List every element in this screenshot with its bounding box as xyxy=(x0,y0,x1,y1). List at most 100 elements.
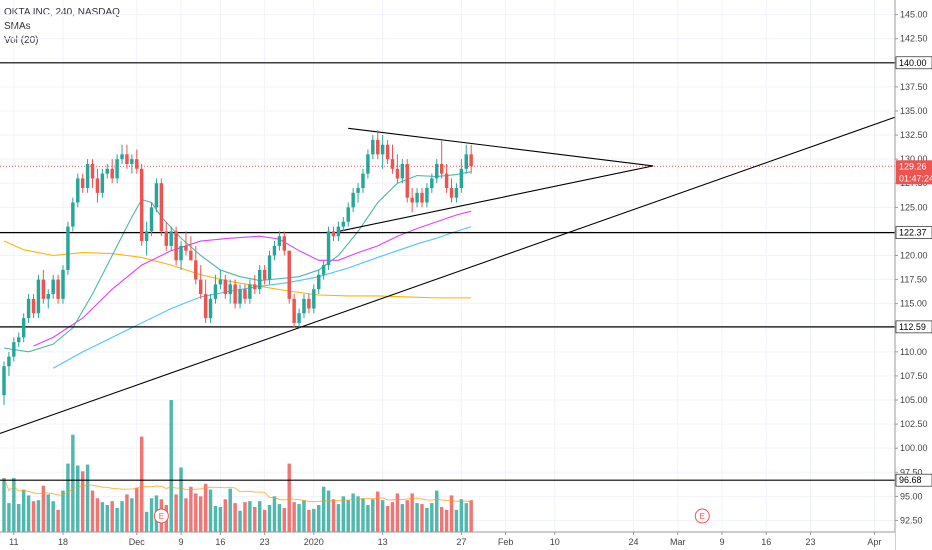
earnings-event-marker: E xyxy=(694,508,710,524)
candle-body xyxy=(253,284,257,290)
candle-body xyxy=(76,178,80,203)
volume-bar xyxy=(430,503,434,532)
y-tick-label: 97.50 xyxy=(900,467,923,477)
candle-body xyxy=(444,173,449,189)
volume-bar xyxy=(253,506,257,532)
x-tick-label: 2020 xyxy=(304,537,324,547)
earnings-event-label: E xyxy=(159,512,164,521)
candles xyxy=(2,130,473,405)
x-tick-label: 16 xyxy=(761,537,771,547)
volume-bar xyxy=(390,502,395,532)
candle-body xyxy=(366,154,370,174)
candle-body xyxy=(198,279,203,295)
volume-bar xyxy=(76,465,80,532)
y-tick-label: 132.50 xyxy=(900,130,928,140)
volume-bar xyxy=(469,500,473,532)
candle-body xyxy=(203,294,208,319)
candle-body xyxy=(356,188,360,193)
candle-body xyxy=(267,255,272,280)
candle-body xyxy=(223,279,228,295)
volume-bar xyxy=(228,488,232,532)
volume-bar xyxy=(208,489,213,532)
candle-body xyxy=(425,188,429,203)
y-tick-label: 105.00 xyxy=(900,395,928,405)
volume-bar xyxy=(351,493,355,532)
volume-bar xyxy=(110,501,114,532)
volume-bar xyxy=(444,509,449,532)
candle-body xyxy=(346,207,350,222)
candle-body xyxy=(243,289,247,299)
volume-bar xyxy=(189,486,193,532)
x-tick-label: 13 xyxy=(378,537,388,547)
volume-bar xyxy=(135,487,139,532)
candle-body xyxy=(395,168,400,179)
candle-body xyxy=(46,294,50,299)
volume-bars xyxy=(2,400,473,532)
volume-bar xyxy=(41,485,46,532)
volume-bar xyxy=(302,500,306,532)
volume-bar xyxy=(435,490,439,532)
volume-bar xyxy=(326,490,331,532)
x-tick-label: 9 xyxy=(719,537,724,547)
x-tick-label: Apr xyxy=(867,537,881,547)
candle-body xyxy=(376,139,380,155)
volume-bar xyxy=(380,500,385,532)
volume-bar xyxy=(356,496,360,532)
volume-bar xyxy=(179,467,183,532)
level-tag-label: 122.37 xyxy=(899,228,927,238)
x-tick-label: Feb xyxy=(498,537,514,547)
volume-bar xyxy=(272,496,277,532)
x-tick-label: 18 xyxy=(58,537,68,547)
candle-body xyxy=(218,279,223,285)
x-tick-label: 23 xyxy=(260,537,270,547)
candle-body xyxy=(380,144,385,155)
volume-bar xyxy=(71,434,75,532)
volume-bar xyxy=(297,504,301,532)
y-tick-label: 142.50 xyxy=(900,34,928,44)
y-tick-label: 145.00 xyxy=(900,10,928,20)
y-tick-label: 92.50 xyxy=(900,515,923,525)
y-tick-label: 100.00 xyxy=(900,443,928,453)
volume-ma-line xyxy=(3,477,472,503)
volume-bar xyxy=(233,503,237,532)
volume-bar xyxy=(292,502,296,532)
volume-bar xyxy=(307,509,311,532)
candle-body xyxy=(233,284,237,304)
candle-body xyxy=(257,269,262,290)
x-tick-label: 10 xyxy=(550,537,560,547)
volume-bar xyxy=(317,505,321,532)
candle-body xyxy=(228,284,232,295)
volume-bar xyxy=(405,500,409,532)
candle-body xyxy=(31,298,36,314)
volume-bar xyxy=(287,463,291,532)
candle-body xyxy=(469,154,473,167)
volume-bar xyxy=(139,436,144,532)
volume-bar xyxy=(395,493,400,532)
candle-body xyxy=(282,236,287,251)
current-price-label: 129.26 xyxy=(899,161,927,171)
trendline xyxy=(348,127,654,167)
indicator-volume[interactable]: Vol (20) xyxy=(4,35,39,46)
volume-bar xyxy=(371,499,375,532)
candle-body xyxy=(390,159,395,169)
candle-body xyxy=(154,183,159,208)
volume-bar xyxy=(125,494,129,532)
current-price-tag-bg xyxy=(896,160,932,185)
earnings-icon xyxy=(153,508,169,524)
candle-body xyxy=(420,192,424,203)
candle-body xyxy=(169,231,173,246)
volume-bar xyxy=(61,490,65,532)
indicator-smas[interactable]: SMAs xyxy=(4,21,31,32)
x-tick-label: 11 xyxy=(9,537,18,547)
volume-bar xyxy=(26,495,31,532)
candle-body xyxy=(2,366,6,396)
x-tick-label: 23 xyxy=(805,537,815,547)
candle-body xyxy=(351,192,355,208)
volume-bar xyxy=(174,494,178,532)
volume-bar xyxy=(169,400,173,532)
volume-bar xyxy=(376,491,380,532)
candle-body xyxy=(464,154,468,169)
candle-body xyxy=(248,284,252,299)
candle-body xyxy=(400,163,405,179)
